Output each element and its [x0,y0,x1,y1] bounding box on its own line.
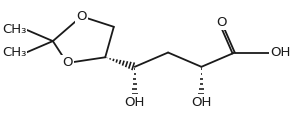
Text: O: O [216,15,227,29]
Text: O: O [62,56,72,70]
Text: O: O [76,10,87,23]
Text: OH: OH [125,96,145,108]
Text: CH₃: CH₃ [2,23,26,36]
Text: OH: OH [191,96,212,108]
Text: OH: OH [270,46,290,59]
Text: CH₃: CH₃ [2,46,26,59]
